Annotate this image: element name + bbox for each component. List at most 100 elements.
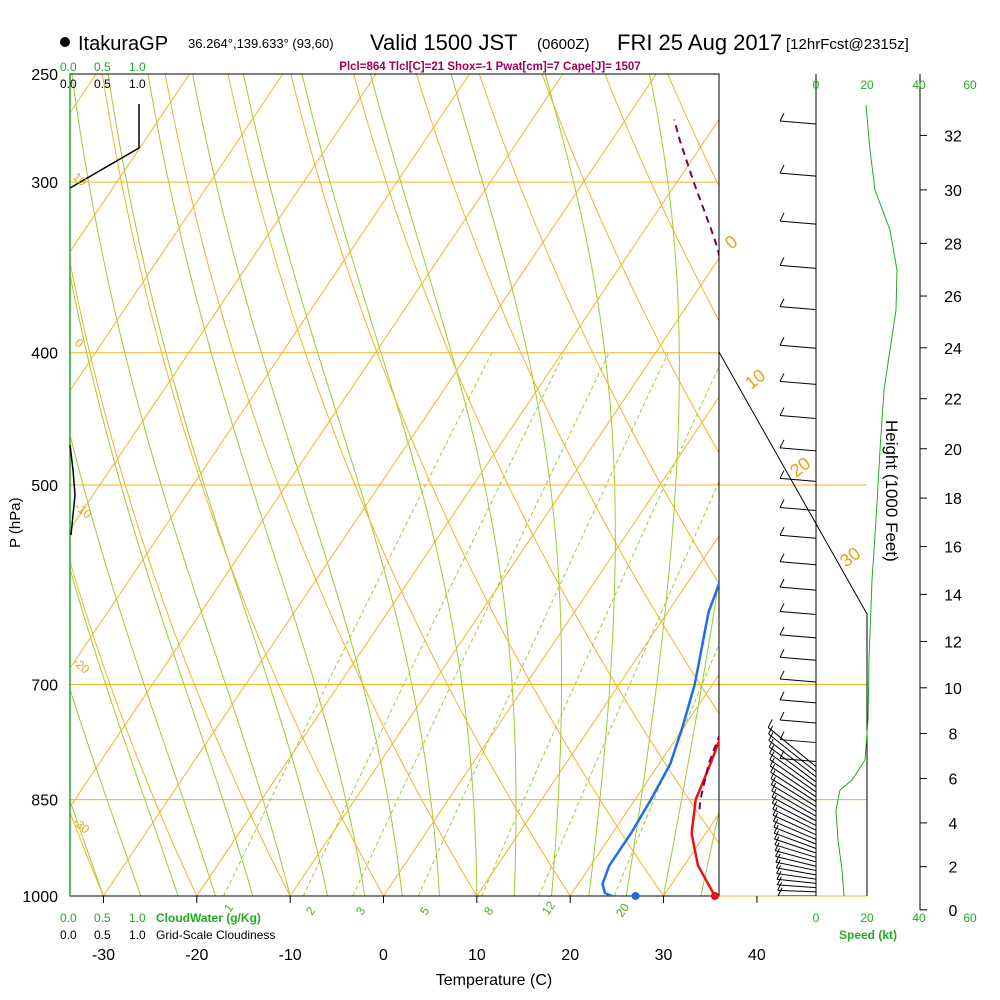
x-tick-label-20: 20	[561, 947, 579, 964]
mixing-label-5: 5	[417, 904, 432, 918]
wind-barb-feather-45	[779, 373, 785, 382]
isotherm-10	[476, 535, 719, 896]
wind-barb-feather-2	[777, 882, 783, 891]
cloud-scale-bottom: 0.0 0.5 1.0 CloudWater (g/Kg) 0.0 0.5 1.…	[60, 911, 275, 942]
speed-top-20: 20	[860, 78, 874, 92]
moist-adiabat-30	[663, 576, 719, 896]
isotherm-label-10: 10	[741, 365, 769, 393]
moist-adiabat-10	[301, 74, 478, 896]
bot-cloud-0: 0.0	[60, 928, 77, 942]
mixing-ratio-8	[481, 365, 719, 896]
isotherm--70	[70, 74, 284, 392]
x-tick-label-0: 0	[379, 947, 388, 964]
wind-barb-36	[779, 610, 817, 615]
wind-barb-feather-43	[779, 439, 785, 449]
x-tick-label-10: 10	[468, 947, 486, 964]
wind-barb-45	[779, 344, 817, 349]
wind-barb-feather-49	[779, 212, 785, 222]
cloudwater-label: CloudWater (g/Kg)	[156, 911, 261, 925]
wind-barb-37	[779, 586, 817, 591]
height-axis-label: Height (1000 Feet)	[882, 420, 901, 562]
speed-bot-40: 40	[912, 911, 926, 925]
wind-barb-feather-34	[779, 670, 785, 680]
wind-barb-46	[779, 306, 817, 311]
isotherm--80	[70, 74, 190, 253]
wind-barb-3	[776, 878, 817, 884]
wind-barb-10	[774, 838, 817, 854]
height-tick-label-22: 22	[944, 392, 962, 409]
wind-barb-feather-32	[779, 711, 785, 721]
moist-adiabat-34	[700, 809, 719, 896]
x-axis-label: Temperature (C)	[436, 972, 552, 989]
pressure-tick-label-300: 300	[31, 175, 58, 192]
wind-barb-19	[771, 784, 817, 812]
height-curve	[718, 351, 868, 896]
isotherm-20	[569, 673, 719, 896]
dry-adiabat-70	[541, 74, 719, 454]
pressure-tick-label-1000: 1000	[22, 889, 58, 906]
wind-barb-24	[769, 752, 817, 788]
wind-barb-feather-1	[777, 887, 783, 896]
height-tick-label-26: 26	[944, 289, 962, 306]
isotherm-label-20: 20	[786, 453, 814, 481]
wind-barb-21	[770, 771, 817, 803]
surface-markers	[631, 892, 719, 900]
station-name: ItakuraGP	[78, 33, 168, 55]
dry-adiabat--40	[0, 74, 10, 896]
x-axis-ticks: -30 -20 -10 0 10 20 30 40	[92, 896, 766, 964]
x-tick-label--20: -20	[185, 947, 208, 964]
wind-barb-feather-10	[774, 836, 780, 846]
moist-adiabat-14	[370, 74, 517, 896]
mixing-ratio-20	[613, 643, 719, 896]
wind-barb-feather-6	[775, 859, 781, 869]
wind-barb-feather-24	[769, 751, 775, 760]
dry-adiabat-label-m20: -20	[70, 655, 93, 677]
speed-bot-20: 20	[860, 911, 874, 925]
dewpoint-trace	[601, 580, 719, 896]
dry-adiabat-label-m10: -10	[72, 500, 95, 522]
station-coords: 36.264°,139.633° (93,60)	[188, 36, 334, 51]
pressure-tick-label-400: 400	[31, 346, 58, 363]
moist-adiabat-22	[544, 74, 616, 896]
dry-adiabat-30	[290, 74, 664, 896]
bot-water-0: 0.0	[60, 911, 77, 925]
wind-barb-feather-51	[779, 112, 785, 122]
height-tick-label-10: 10	[944, 681, 962, 698]
dry-adiabat-60	[478, 74, 719, 585]
surface-dewpoint-marker	[631, 892, 640, 900]
wind-barb-feather-15	[772, 807, 778, 816]
wind-barb-14	[772, 814, 817, 836]
dry-adiabat--30	[70, 810, 104, 896]
mixing-ratio-1	[223, 352, 493, 896]
wind-barb-feather-4	[776, 870, 782, 880]
station-dot-icon	[60, 37, 70, 47]
wind-barb-38	[779, 561, 817, 566]
wind-barb-17	[771, 796, 817, 822]
wind-barb-feather-13	[773, 818, 779, 828]
bot-water-1: 0.5	[94, 911, 111, 925]
wind-barb-25	[768, 746, 817, 783]
wind-barb-48	[779, 220, 817, 225]
x-tick-label--10: -10	[279, 947, 302, 964]
wind-barb-feather-25	[769, 745, 775, 754]
wind-barb-feather-42	[779, 470, 785, 479]
pressure-tick-label-700: 700	[31, 678, 58, 695]
wind-barb-feather-22	[770, 764, 776, 773]
valid-time: Valid 1500 JST	[370, 30, 518, 55]
dry-adiabat-140	[982, 74, 1000, 896]
height-tick-label-20: 20	[944, 442, 962, 459]
height-tick-label-4: 4	[949, 816, 958, 833]
wind-barb-23	[769, 759, 817, 793]
pressure-ticks: 250 300 400 500 700 850 1000	[22, 67, 58, 906]
height-tick-label-0: 0	[949, 903, 958, 920]
wind-barb-feather-30	[779, 750, 785, 759]
wind-barb-30	[779, 739, 817, 744]
wind-barb-42	[779, 447, 817, 452]
dry-adiabats	[0, 74, 1000, 896]
wind-barb-12	[773, 826, 817, 845]
height-tick-label-24: 24	[944, 341, 962, 358]
wind-barb-feather-20	[770, 776, 776, 786]
moist-adiabat--18	[70, 432, 216, 896]
dry-adiabat-label-m30: -30	[70, 815, 93, 837]
